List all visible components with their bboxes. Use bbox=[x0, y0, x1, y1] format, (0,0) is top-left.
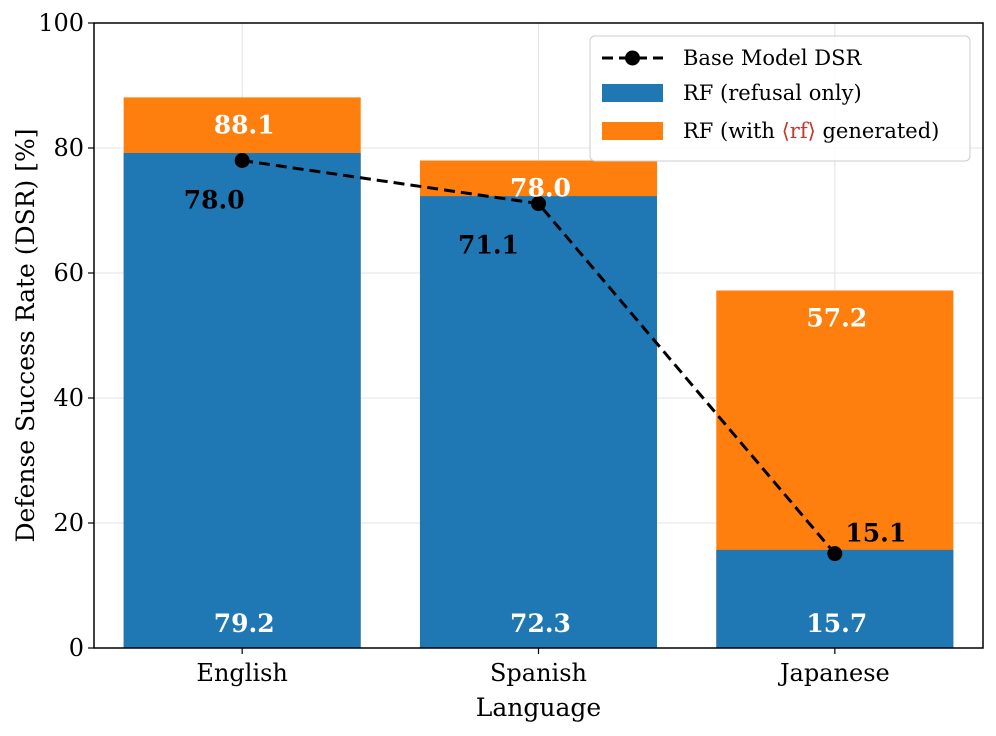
base-model-value-label: 78.0 bbox=[184, 186, 245, 215]
x-tick-label: English bbox=[196, 659, 287, 687]
base-model-line bbox=[234, 153, 843, 562]
legend-label-refusal-only: RF (refusal only) bbox=[683, 81, 862, 105]
y-axis-title: Defense Success Rate (DSR) [%] bbox=[11, 129, 40, 543]
base-model-point bbox=[827, 546, 843, 562]
legend-box bbox=[589, 35, 971, 162]
legend-label-prefix: RF (with bbox=[683, 119, 782, 143]
y-tick-label: 80 bbox=[53, 134, 84, 162]
blue-bar-value-label: 15.7 bbox=[806, 609, 867, 638]
orange-bar-value-label: 78.0 bbox=[510, 174, 571, 203]
orange-bar-value-label: 57.2 bbox=[806, 304, 867, 333]
orange-bar-value-label: 88.1 bbox=[214, 110, 275, 139]
legend-label-token: ⟨rf⟩ bbox=[782, 119, 816, 143]
x-axis-title: Language bbox=[476, 693, 601, 722]
data-labels: 79.2 88.1 72.3 78.0 15.7 57.2 78.0 71.1 15.1 bbox=[184, 110, 907, 638]
legend: Base Model DSR RF (refusal only) RF (with … bbox=[589, 35, 971, 162]
axes: 0 20 40 60 80 100 English Spanish Japanese bbox=[38, 9, 890, 687]
x-tick-label: Spanish bbox=[490, 659, 587, 687]
base-model-value-label: 71.1 bbox=[458, 231, 519, 260]
y-tick-label: 20 bbox=[53, 509, 84, 537]
bar-rf-refusal-only bbox=[123, 153, 361, 648]
y-tick-label: 60 bbox=[53, 259, 84, 287]
base-model-value-label: 15.1 bbox=[845, 519, 906, 548]
blue-bar-value-label: 72.3 bbox=[510, 609, 571, 638]
y-tick-label: 100 bbox=[38, 9, 84, 37]
legend-swatch-refusal-only bbox=[602, 84, 663, 102]
x-tick-label: Japanese bbox=[777, 659, 890, 687]
legend-swatch-with-token bbox=[602, 122, 663, 140]
bar-rf-refusal-only bbox=[419, 196, 658, 648]
legend-label-suffix: generated) bbox=[816, 119, 940, 143]
legend-line-marker bbox=[625, 50, 640, 66]
y-tick-label: 0 bbox=[69, 634, 84, 662]
legend-label-with-token: RF (with ⟨rf⟩ generated) bbox=[683, 119, 939, 143]
y-tick-label: 40 bbox=[53, 384, 84, 412]
blue-bar-value-label: 79.2 bbox=[214, 609, 275, 638]
bars bbox=[123, 97, 954, 648]
base-model-point bbox=[234, 153, 250, 168]
legend-label-base-model: Base Model DSR bbox=[683, 46, 862, 70]
bar-rf-refusal-only bbox=[716, 549, 954, 648]
base-model-point bbox=[531, 196, 546, 212]
